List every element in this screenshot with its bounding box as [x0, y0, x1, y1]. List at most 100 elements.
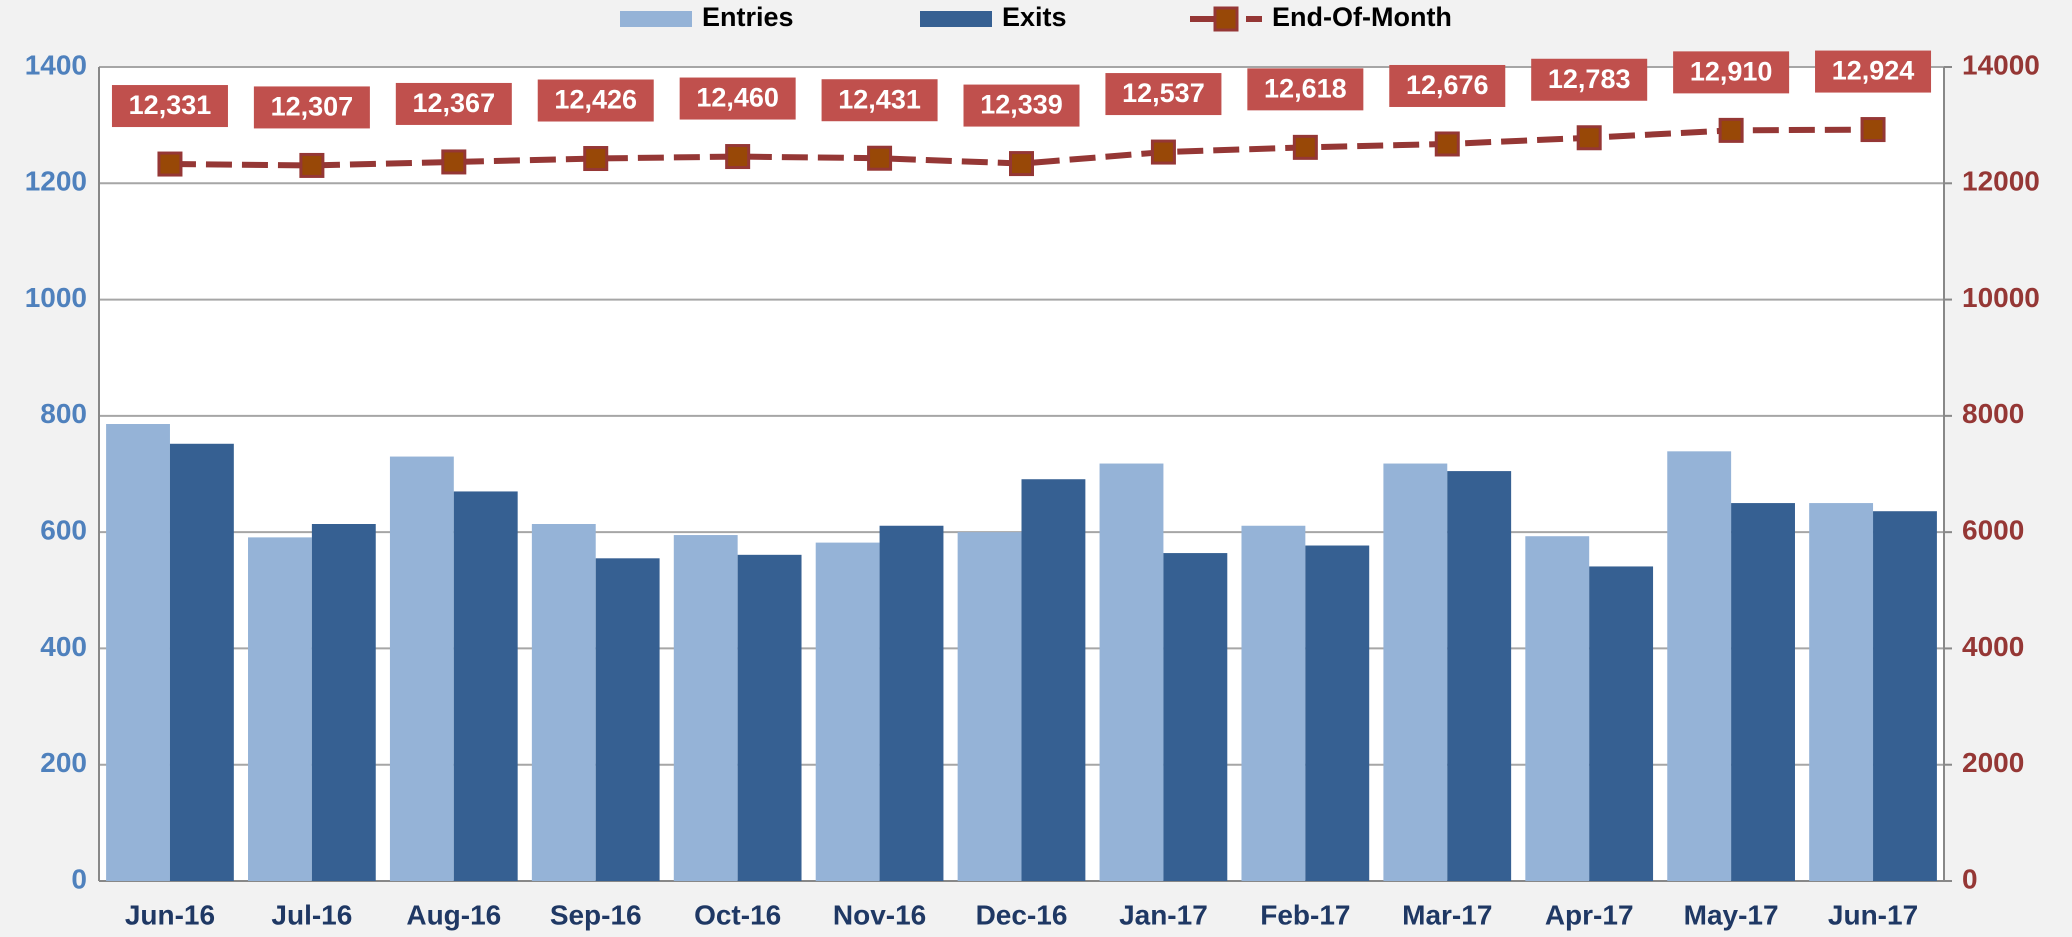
data-label: 12,910 — [1690, 57, 1773, 87]
data-label-box — [1105, 73, 1222, 116]
x-tick-label: Feb-17 — [1260, 899, 1350, 930]
x-tick-label: Sep-16 — [550, 899, 642, 930]
marker — [441, 149, 467, 175]
x-tick-label: Apr-17 — [1545, 899, 1634, 930]
y2-tick-label: 8000 — [1962, 398, 2024, 429]
y2-tick-label: 12000 — [1962, 166, 2040, 197]
data-label-box — [963, 84, 1080, 127]
y2-tick-label: 2000 — [1962, 747, 2024, 778]
data-label: 12,460 — [696, 83, 779, 113]
x-tick-label: Oct-16 — [694, 899, 781, 930]
bar — [1099, 463, 1164, 881]
data-label-box — [1673, 51, 1790, 94]
bar — [1809, 503, 1874, 881]
x-tick-label: Dec-16 — [976, 899, 1068, 930]
y-tick-label: 0 — [71, 863, 87, 894]
x-tick-label: Nov-16 — [833, 899, 926, 930]
data-label-box — [679, 77, 796, 120]
data-label: 12,339 — [980, 90, 1063, 120]
legend-label: Exits — [1002, 2, 1067, 32]
bar — [531, 524, 596, 881]
legend-label: End-Of-Month — [1272, 2, 1452, 32]
y2-tick-label: 4000 — [1962, 631, 2024, 662]
y-tick-label: 200 — [40, 747, 87, 778]
legend-marker — [1213, 6, 1239, 32]
bar — [595, 558, 660, 881]
x-tick-label: Jan-17 — [1119, 899, 1208, 930]
bar — [815, 542, 880, 881]
data-label-box — [253, 86, 370, 129]
marker — [1718, 117, 1744, 143]
y-tick-label: 800 — [40, 398, 87, 429]
bar — [1305, 545, 1370, 881]
bar — [169, 443, 234, 881]
data-label: 12,676 — [1406, 70, 1489, 100]
bar — [389, 456, 454, 881]
y2-tick-label: 6000 — [1962, 515, 2024, 546]
marker — [1292, 134, 1318, 160]
data-label: 12,307 — [271, 92, 354, 122]
marker — [583, 146, 609, 172]
y2-tick-label: 0 — [1962, 863, 1978, 894]
bar — [879, 525, 944, 881]
x-tick-label: May-17 — [1684, 899, 1779, 930]
data-label-box — [395, 82, 512, 125]
bar — [1383, 463, 1448, 881]
bar — [311, 524, 376, 881]
x-tick-label: Aug-16 — [406, 899, 501, 930]
x-tick-label: Jul-16 — [271, 899, 352, 930]
legend-swatch — [920, 11, 992, 27]
bar — [1873, 511, 1937, 881]
data-label: 12,431 — [838, 84, 921, 114]
bar — [1589, 566, 1654, 881]
data-label-box — [1531, 58, 1648, 101]
data-label: 12,783 — [1548, 64, 1631, 94]
x-tick-label: Jun-17 — [1828, 899, 1918, 930]
marker — [1009, 151, 1034, 177]
bar — [1021, 479, 1086, 881]
y-tick-label: 1400 — [25, 49, 87, 80]
data-label: 12,367 — [413, 88, 496, 118]
y-tick-label: 600 — [40, 515, 87, 546]
data-label-box — [1247, 68, 1364, 111]
marker — [1576, 125, 1602, 151]
y-tick-label: 1000 — [25, 282, 87, 313]
bar — [673, 535, 738, 881]
y2-tick-label: 10000 — [1962, 282, 2040, 313]
bar — [248, 537, 312, 881]
y-tick-label: 400 — [40, 631, 87, 662]
data-label: 12,537 — [1122, 78, 1205, 108]
bar — [737, 554, 802, 881]
bar — [957, 532, 1022, 881]
bar — [1241, 525, 1306, 881]
data-label-box — [821, 79, 938, 122]
marker — [1150, 139, 1176, 165]
bar — [1447, 471, 1512, 881]
bar — [1667, 451, 1732, 881]
marker — [725, 144, 751, 170]
data-label-box — [111, 85, 228, 128]
data-label: 12,618 — [1264, 73, 1347, 103]
legend-swatch — [620, 11, 692, 27]
bar — [1163, 553, 1228, 881]
data-label: 12,924 — [1832, 56, 1915, 86]
legend-label: Entries — [702, 2, 794, 32]
data-label-box — [1389, 64, 1506, 107]
bar — [453, 491, 518, 881]
bar — [1731, 503, 1795, 881]
data-label-box — [537, 79, 654, 122]
data-label-box — [1815, 50, 1932, 93]
data-label: 12,331 — [129, 90, 212, 120]
x-tick-label: Mar-17 — [1402, 899, 1492, 930]
bar — [106, 423, 170, 881]
marker — [299, 152, 325, 178]
marker — [1860, 117, 1886, 143]
marker — [867, 145, 893, 171]
marker — [1434, 131, 1460, 157]
bar — [1525, 536, 1590, 881]
data-label: 12,426 — [554, 85, 637, 115]
marker — [157, 151, 183, 177]
x-tick-label: Jun-16 — [125, 899, 215, 930]
y2-tick-label: 14000 — [1962, 49, 2040, 80]
